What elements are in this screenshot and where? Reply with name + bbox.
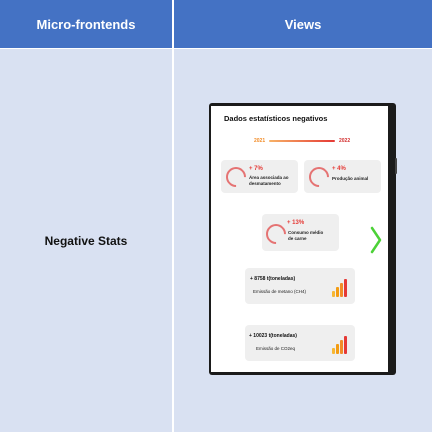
card-label: Consumo médio de carne bbox=[288, 230, 324, 241]
stat-card-meat-consumption[interactable]: + 13% Consumo médio de carne bbox=[261, 214, 339, 251]
header-views: Views bbox=[174, 0, 432, 48]
methane-stat-card[interactable]: + 8758 t(toneladas) Emissão de metano (C… bbox=[245, 268, 355, 304]
progress-ring-icon bbox=[304, 162, 334, 192]
card-label: Área associada ao desmatamento bbox=[249, 175, 289, 186]
bar-chart-icon bbox=[332, 336, 347, 354]
row-label-cell: Negative Stats bbox=[0, 49, 173, 432]
chevron-right-icon[interactable] bbox=[369, 226, 383, 254]
stat-label: Emissão de metano (CH4) bbox=[253, 289, 307, 294]
row-label: Negative Stats bbox=[44, 233, 128, 248]
card-percent: + 4% bbox=[332, 166, 346, 172]
progress-ring-icon bbox=[261, 219, 291, 249]
stat-value: + 10023 t(toneladas) bbox=[249, 333, 297, 339]
screen-title: Dados estatísticos negativos bbox=[224, 114, 328, 123]
progress-ring-icon bbox=[221, 162, 251, 192]
year-end: 2022 bbox=[339, 138, 351, 144]
year-range-bar bbox=[269, 140, 335, 142]
co2eq-stat-card[interactable]: + 10023 t(toneladas) Emissão de CO2eq bbox=[245, 325, 355, 361]
card-percent: + 7% bbox=[249, 166, 263, 172]
bar-chart-icon bbox=[332, 279, 347, 297]
stat-label: Emissão de CO2eq bbox=[256, 346, 296, 351]
stat-card-deforestation[interactable]: + 7% Área associada ao desmatamento bbox=[221, 160, 298, 193]
stat-value: + 8758 t(toneladas) bbox=[250, 276, 296, 282]
header-micro-frontends: Micro-frontends bbox=[0, 0, 173, 48]
phone-side-button bbox=[395, 158, 397, 174]
stat-card-animal-production[interactable]: + 4% Produção animal bbox=[304, 160, 381, 193]
card-percent: + 13% bbox=[287, 220, 305, 226]
year-start: 2021 bbox=[254, 138, 266, 144]
card-label: Produção animal bbox=[332, 176, 369, 181]
phone-screen: Dados estatísticos negativos 2021 2022 +… bbox=[211, 106, 388, 372]
